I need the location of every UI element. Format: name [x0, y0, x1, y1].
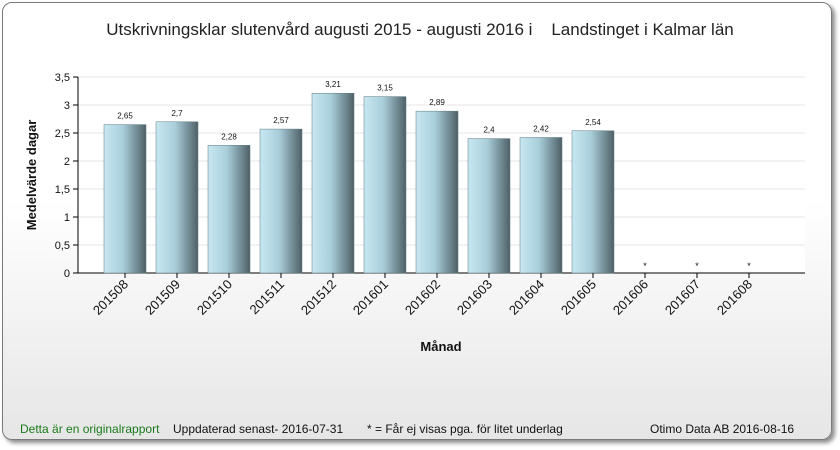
source-text: Otimo Data AB 2016-08-16 [650, 422, 795, 436]
x-tick-label: 201608 [714, 277, 755, 318]
data-label: 2,4 [483, 126, 495, 135]
data-label: 2,89 [429, 98, 445, 107]
data-label: 3,15 [377, 84, 393, 93]
x-tick-label: 201602 [402, 277, 443, 318]
x-tick-label: 201601 [350, 277, 391, 318]
x-tick-label: 201509 [142, 277, 183, 318]
y-tick-label: 0 [64, 268, 70, 280]
x-tick-label: 201604 [506, 277, 547, 318]
data-label: 3,21 [325, 80, 341, 89]
bar [207, 145, 251, 274]
bar [519, 137, 563, 274]
x-tick-label: 201512 [298, 277, 339, 318]
x-tick-label: 201606 [610, 277, 651, 318]
x-tick-label: 201510 [194, 277, 235, 318]
data-label: 2,57 [273, 116, 289, 125]
bar [311, 92, 355, 274]
data-label: 2,54 [585, 118, 601, 127]
y-tick-label: 3,5 [55, 72, 70, 84]
data-label: * [695, 261, 699, 271]
y-tick-label: 0,5 [55, 240, 70, 252]
updated-text: Uppdaterad senast- 2016-07-31 [173, 422, 344, 436]
x-tick-label: 201508 [90, 277, 131, 318]
bar [571, 130, 615, 274]
data-label: 2,7 [171, 109, 183, 118]
original-report-note: Detta är en originalrapport [20, 422, 160, 436]
data-label: 2,42 [533, 124, 549, 133]
y-tick-label: 1,5 [55, 184, 70, 196]
bar [103, 124, 147, 274]
x-tick-label: 201511 [247, 277, 288, 318]
y-tick-label: 2 [64, 156, 70, 168]
bar [259, 128, 303, 274]
data-label: 2,28 [221, 132, 237, 141]
x-tick-label: 201603 [454, 277, 495, 318]
y-tick-label: 3 [64, 100, 70, 112]
y-axis-label: Medelvärde dagar [24, 120, 39, 231]
bar [155, 121, 199, 274]
bar [467, 138, 511, 274]
y-tick-label: 2,5 [55, 128, 70, 140]
data-label: * [747, 261, 751, 271]
legend-note: * = Får ej visas pga. för litet underlag [367, 422, 563, 436]
x-axis-label: Månad [420, 339, 461, 354]
chart-title: Utskrivningsklar slutenvård augusti 2015… [106, 20, 734, 39]
y-tick-label: 1 [64, 212, 70, 224]
data-label: * [643, 261, 647, 271]
x-tick-label: 201607 [662, 277, 703, 318]
bar [363, 96, 407, 274]
x-tick-label: 201605 [558, 277, 599, 318]
data-label: 2,65 [117, 112, 133, 121]
bar [415, 110, 459, 274]
